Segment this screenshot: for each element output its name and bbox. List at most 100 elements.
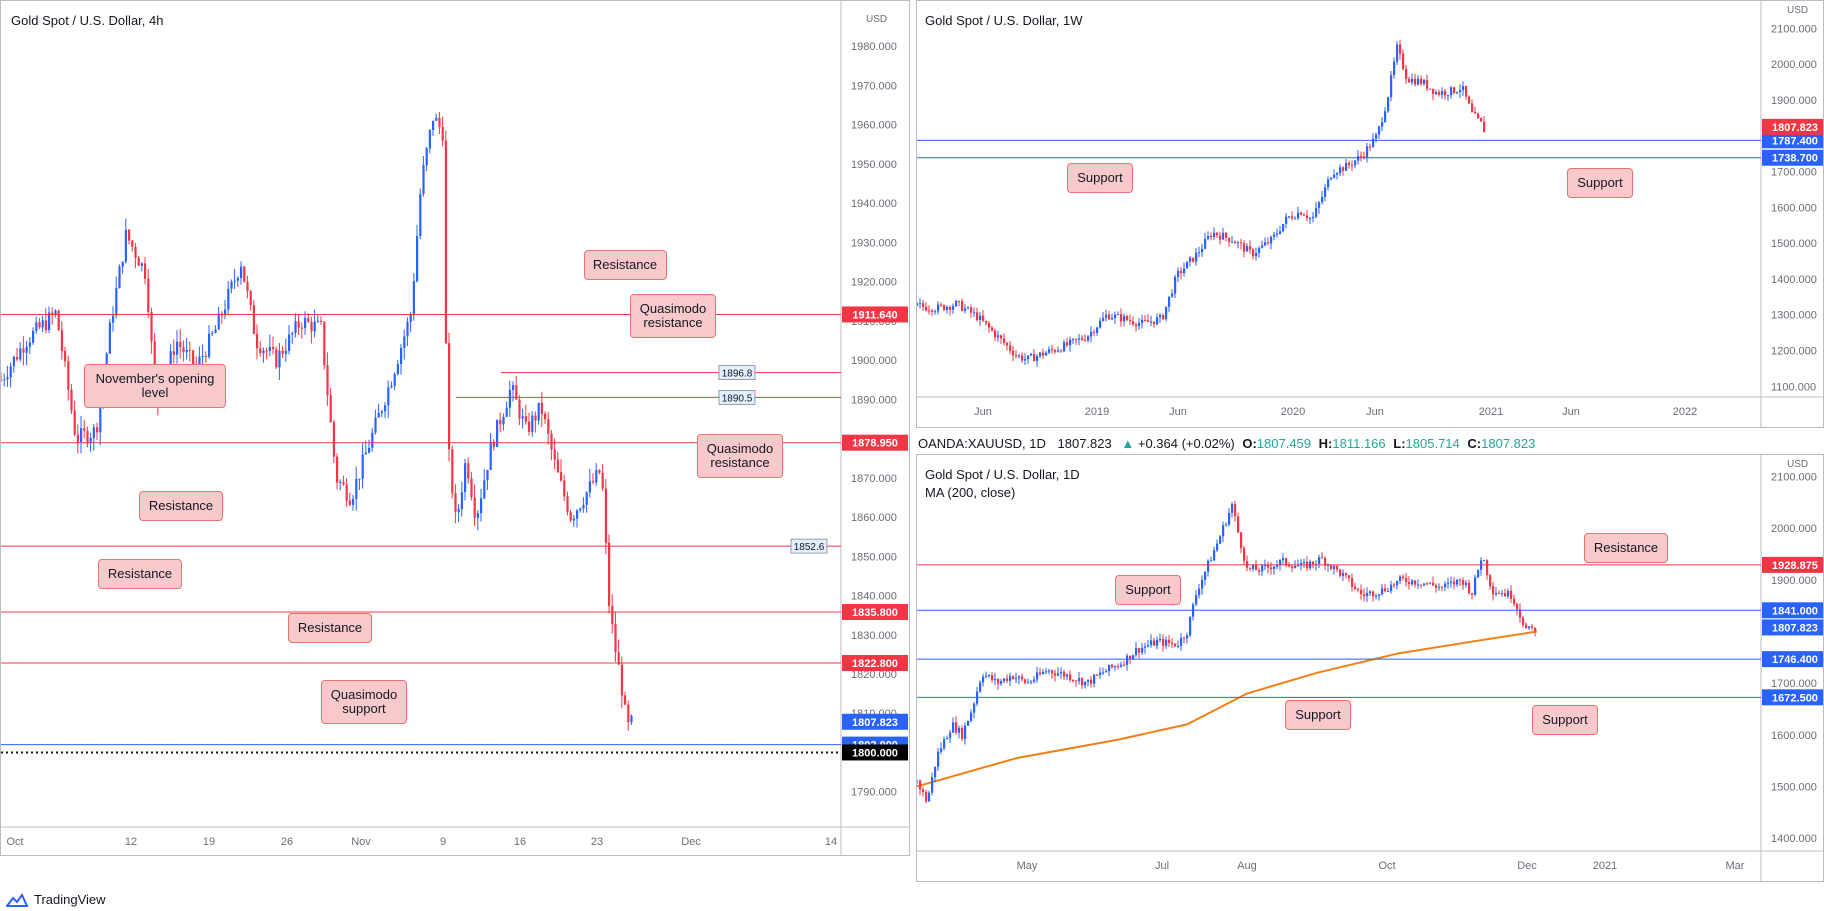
- candle-body: [281, 350, 284, 354]
- x-tick-label: 14: [825, 836, 837, 848]
- candle-body: [1198, 252, 1201, 254]
- candle-body: [259, 348, 262, 354]
- price-tag-label: 1841.000: [1772, 605, 1818, 617]
- candle-body: [955, 722, 958, 733]
- y-tick-label: 1950.000: [851, 159, 897, 171]
- candle-body: [1123, 664, 1126, 666]
- candle-body: [1174, 643, 1177, 647]
- callout-p4h-4[interactable]: Resistance: [139, 491, 223, 521]
- candle-body: [291, 333, 294, 335]
- candle-body: [1024, 358, 1027, 361]
- candle-body: [1381, 122, 1384, 127]
- candle-body: [419, 193, 422, 237]
- candle-body: [121, 261, 124, 267]
- candle-body: [1180, 270, 1183, 274]
- callout-p1w-0[interactable]: Support: [1067, 163, 1133, 193]
- close-value: 1807.823: [1481, 436, 1536, 451]
- high-label: H:: [1318, 436, 1333, 451]
- candle-body: [1423, 583, 1426, 586]
- candle-body: [1138, 648, 1141, 653]
- price-tag-box: [1762, 132, 1823, 149]
- chart-panel-1d[interactable]: 1400.0001500.0001600.0001700.0001800.000…: [916, 454, 1824, 882]
- inline-price-label: 1890.5: [722, 393, 753, 404]
- candle-body: [140, 263, 143, 266]
- candle-body: [460, 492, 463, 510]
- candle-body: [1363, 594, 1366, 597]
- callout-p1d-3[interactable]: Support: [1532, 705, 1598, 735]
- callout-p4h-6[interactable]: Resistance: [288, 613, 372, 643]
- callout-p4h-5[interactable]: Resistance: [98, 559, 182, 589]
- candle-body: [345, 484, 348, 501]
- callout-p1d-2[interactable]: Support: [1285, 700, 1351, 730]
- candle-body: [172, 351, 175, 355]
- price-tag-label: 1911.640: [852, 309, 897, 321]
- candle-body: [441, 126, 444, 141]
- candle-body: [1330, 177, 1333, 180]
- callout-p4h-1[interactable]: Quasimodo resistance: [630, 294, 716, 338]
- candle-body: [1534, 627, 1537, 631]
- candle-body: [1441, 586, 1444, 588]
- candle-body: [224, 309, 227, 316]
- candle-body: [435, 117, 438, 121]
- callout-p1d-1[interactable]: Support: [1115, 575, 1181, 605]
- tradingview-logo[interactable]: TradingView: [6, 892, 106, 907]
- candle-body: [425, 148, 428, 166]
- candle-body: [1456, 92, 1459, 94]
- callout-p4h-2[interactable]: November's opening level: [84, 364, 226, 408]
- candle-body: [1261, 245, 1264, 248]
- x-tick-label: Jul: [1155, 860, 1169, 872]
- candle-body: [1321, 196, 1324, 203]
- candle-body: [124, 229, 127, 262]
- candle-body: [1408, 582, 1411, 585]
- callout-p4h-0[interactable]: Resistance: [583, 250, 667, 280]
- candle-body: [1117, 666, 1120, 668]
- candle-body: [1120, 664, 1123, 667]
- candle-body: [1063, 672, 1066, 677]
- candle-body: [922, 303, 925, 307]
- candle-body: [537, 402, 540, 421]
- candle-body: [1189, 257, 1192, 262]
- candle-body: [1486, 560, 1489, 576]
- candle-body: [1042, 352, 1045, 356]
- candle-body: [1240, 242, 1243, 244]
- candle-body: [973, 312, 976, 314]
- price-tag-box: [842, 434, 908, 451]
- candle-body: [1015, 355, 1018, 357]
- candle-body: [467, 463, 470, 479]
- y-tick-label: 1900.000: [1771, 95, 1817, 107]
- callout-p1d-0[interactable]: Resistance: [1584, 533, 1668, 563]
- y-tick-label: 1600.000: [1771, 730, 1817, 742]
- candle-body: [1132, 655, 1135, 660]
- candle-body: [1186, 635, 1189, 639]
- candle-body: [949, 732, 952, 739]
- chart-panel-4h[interactable]: 1790.0001800.0001810.0001820.0001830.000…: [0, 0, 910, 856]
- candle-body: [512, 385, 515, 390]
- candle-body: [1243, 548, 1246, 562]
- candle-body: [1339, 167, 1342, 174]
- candle-body: [1378, 594, 1381, 596]
- chart-panel-1w[interactable]: 1100.000 1200.000 1300.000 1400.000 1500.000…: [916, 0, 1824, 428]
- candle-body: [1183, 637, 1186, 639]
- candle-body: [153, 341, 156, 385]
- candle-body: [176, 341, 179, 355]
- high-value: 1811.166: [1332, 436, 1386, 451]
- candle-body: [208, 333, 211, 357]
- candle-body: [1096, 327, 1099, 333]
- candle-body: [1099, 672, 1102, 676]
- candle-body: [1423, 80, 1426, 84]
- callout-p4h-7[interactable]: Quasimodo support: [321, 680, 407, 724]
- callout-p1w-1[interactable]: Support: [1567, 168, 1633, 198]
- callout-p4h-3[interactable]: Quasimodo resistance: [697, 434, 783, 478]
- candle-body: [1384, 588, 1387, 592]
- candle-body: [1393, 61, 1396, 76]
- candle-body: [112, 315, 115, 323]
- y-tick-label: 2100.000: [1771, 23, 1817, 35]
- candle-body: [979, 682, 982, 692]
- candle-body: [1366, 146, 1369, 158]
- candle-body: [534, 415, 537, 421]
- last-price: 1807.823: [1057, 436, 1112, 451]
- candle-body: [505, 407, 508, 417]
- candle-body: [1477, 569, 1480, 578]
- candle-body: [1312, 216, 1315, 218]
- candle-body: [1216, 543, 1219, 551]
